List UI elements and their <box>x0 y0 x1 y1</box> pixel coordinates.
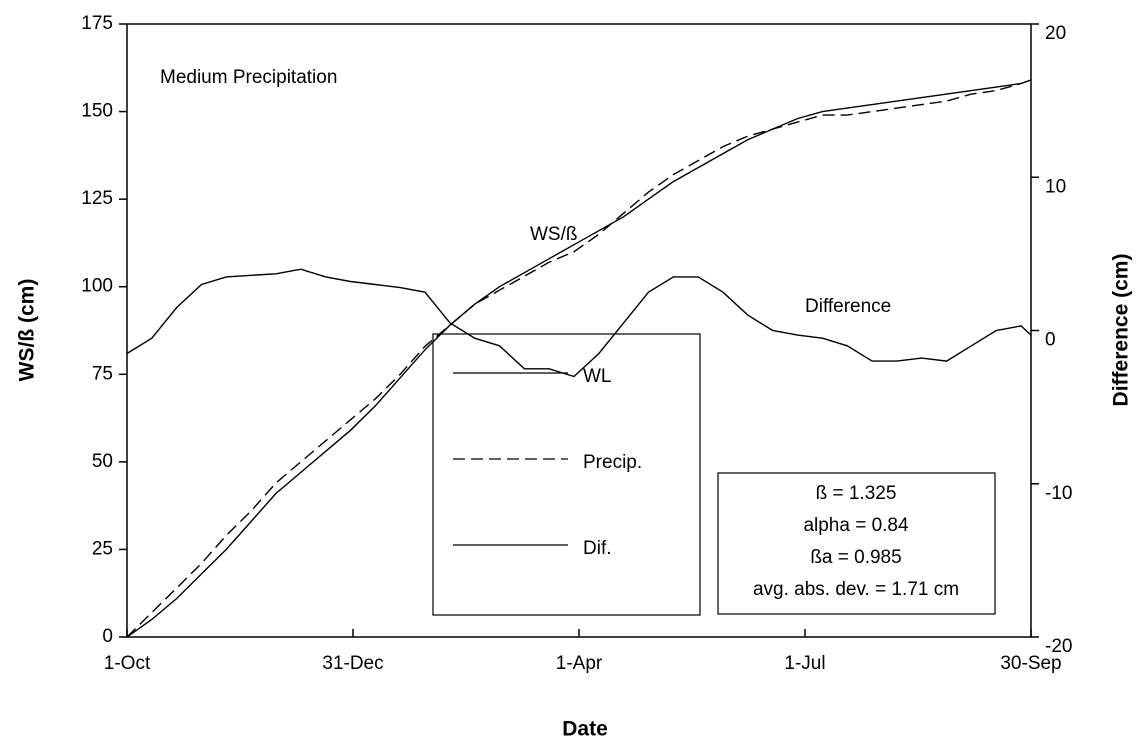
y2-axis-label: Difference (cm) <box>1110 254 1133 407</box>
y-tick-label: 75 <box>92 363 113 384</box>
stats-text: alpha = 0.84 <box>803 515 909 536</box>
stats-text: ßa = 0.985 <box>810 547 901 568</box>
x-tick-label: 31-Dec <box>322 653 383 674</box>
y-axis-label: WS/ß (cm) <box>16 279 39 382</box>
annotation: Medium Precipitation <box>160 67 337 88</box>
legend-label: Dif. <box>583 538 612 559</box>
annotation: Difference <box>805 296 891 317</box>
y2-tick-label: 10 <box>1045 176 1066 197</box>
y2-tick-label: -10 <box>1045 483 1072 504</box>
y-tick-label: 25 <box>92 538 113 559</box>
y-tick-label: 175 <box>81 13 113 34</box>
series-line <box>126 79 1032 638</box>
stats-text: avg. abs. dev. = 1.71 cm <box>753 579 959 600</box>
x-tick-label: 1-Oct <box>104 653 151 674</box>
x-tick-label: 1-Jul <box>784 653 825 674</box>
y2-tick-label: 20 <box>1045 23 1066 44</box>
series-line <box>126 268 1032 378</box>
y-tick-label: 50 <box>92 451 113 472</box>
y2-tick-label: 0 <box>1045 330 1056 351</box>
stats-box <box>717 472 996 615</box>
x-axis-label: Date <box>562 718 608 741</box>
stats-text: ß = 1.325 <box>816 483 897 504</box>
series-line <box>126 79 1032 638</box>
legend-label: Precip. <box>583 452 642 473</box>
y-tick-label: 0 <box>102 626 113 647</box>
y2-tick-label: -20 <box>1045 636 1072 657</box>
y-tick-label: 150 <box>81 101 113 122</box>
legend-box <box>432 333 701 616</box>
x-tick-label: 1-Apr <box>556 653 603 674</box>
annotation: WS/ß <box>530 224 578 245</box>
y-tick-label: 100 <box>81 276 113 297</box>
y-tick-label: 125 <box>81 188 113 209</box>
legend-label: WL <box>583 366 612 387</box>
x-tick-label: 30-Sep <box>1000 653 1061 674</box>
